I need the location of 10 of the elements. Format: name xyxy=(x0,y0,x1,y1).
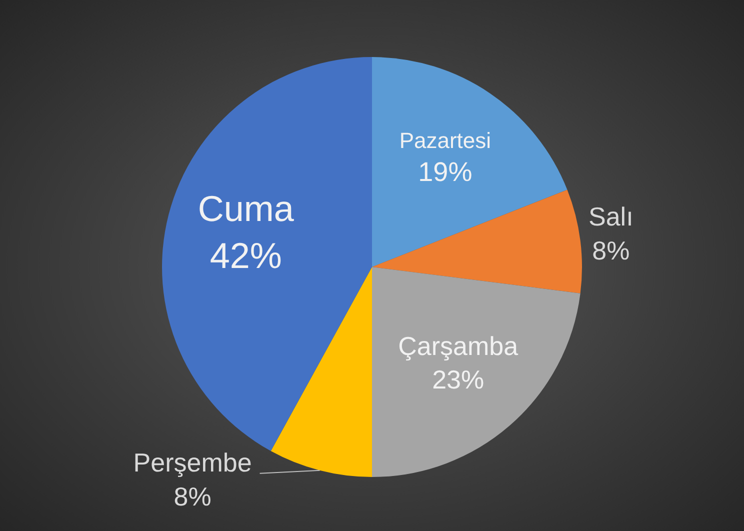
data-label: 8% xyxy=(592,235,630,266)
slice-label: Cuma xyxy=(198,188,295,230)
slice-label: Pazartesi xyxy=(399,128,492,153)
data-label: 8% xyxy=(174,481,212,512)
slice-label: Çarşamba xyxy=(398,330,519,361)
data-label: 23% xyxy=(432,364,484,395)
slice-label: Salı xyxy=(588,202,634,232)
data-label: 42% xyxy=(210,234,282,276)
slice-label: Perşembe xyxy=(133,447,252,478)
data-label: 19% xyxy=(418,157,472,188)
